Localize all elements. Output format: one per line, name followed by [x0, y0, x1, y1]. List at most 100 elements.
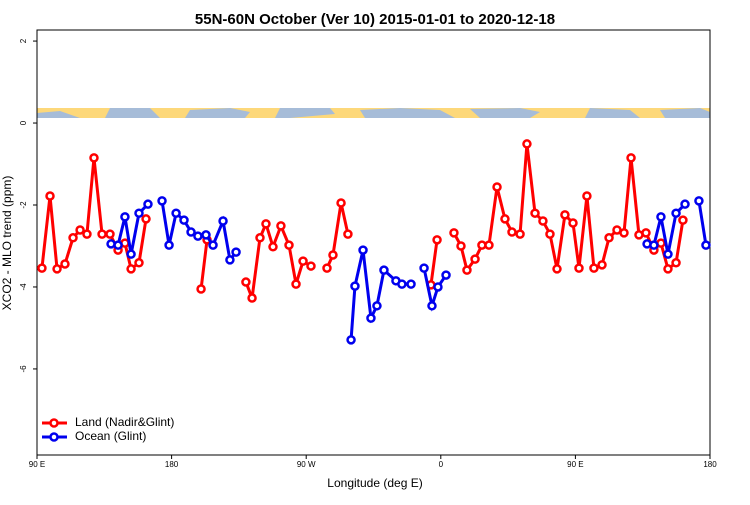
- legend-marker: [49, 432, 59, 442]
- data-point: [433, 282, 443, 292]
- x-tick-label: 90 E: [567, 460, 583, 469]
- data-point: [656, 212, 666, 222]
- data-point: [427, 301, 437, 311]
- data-point: [663, 249, 673, 259]
- data-point: [255, 233, 265, 243]
- data-point: [432, 235, 442, 245]
- data-point: [663, 264, 673, 274]
- data-point: [604, 233, 614, 243]
- data-point: [560, 210, 570, 220]
- data-point: [97, 229, 107, 239]
- data-point: [492, 182, 502, 192]
- data-point: [619, 228, 629, 238]
- x-tick-label: 180: [703, 460, 717, 469]
- data-point: [372, 301, 382, 311]
- data-point: [589, 263, 599, 273]
- data-point: [196, 284, 206, 294]
- x-axis-label: Longitude (deg E): [327, 476, 422, 490]
- data-point: [343, 229, 353, 239]
- data-point: [500, 214, 510, 224]
- data-point: [701, 240, 711, 250]
- plot-frame: [36, 29, 711, 456]
- data-point: [366, 313, 376, 323]
- data-point: [470, 254, 480, 264]
- data-point: [545, 229, 555, 239]
- data-point: [52, 264, 62, 274]
- data-point: [358, 245, 368, 255]
- data-point: [82, 229, 92, 239]
- data-point: [678, 215, 688, 225]
- data-point: [218, 216, 228, 226]
- data-point: [134, 258, 144, 268]
- data-point: [157, 196, 167, 206]
- data-point: [164, 240, 174, 250]
- x-tick-label: 90 E: [29, 460, 45, 469]
- data-point: [649, 240, 659, 250]
- x-tick-label: 0: [439, 460, 444, 469]
- data-point: [552, 264, 562, 274]
- data-point: [456, 241, 466, 251]
- data-point: [568, 218, 578, 228]
- data-point: [336, 198, 346, 208]
- data-point: [574, 263, 584, 273]
- data-point: [143, 199, 153, 209]
- data-point: [225, 255, 235, 265]
- data-point: [671, 258, 681, 268]
- data-point: [113, 240, 123, 250]
- data-point: [179, 215, 189, 225]
- data-point: [276, 221, 286, 231]
- data-point: [530, 208, 540, 218]
- data-point: [261, 219, 271, 229]
- data-point: [120, 212, 130, 222]
- data-point: [350, 281, 360, 291]
- data-point: [231, 247, 241, 257]
- data-point: [141, 214, 151, 224]
- data-point: [75, 225, 85, 235]
- data-point: [268, 242, 278, 252]
- data-point: [419, 263, 429, 273]
- data-point: [247, 293, 257, 303]
- data-point: [379, 265, 389, 275]
- data-point: [241, 277, 251, 287]
- data-point: [626, 153, 636, 163]
- data-point: [37, 263, 47, 273]
- legend-label: Ocean (Glint): [75, 429, 146, 443]
- data-point: [582, 191, 592, 201]
- data-point: [671, 208, 681, 218]
- data-point: [89, 153, 99, 163]
- y-tick-label: 2: [19, 38, 28, 43]
- legend-label: Land (Nadir&Glint): [75, 415, 174, 429]
- data-point: [126, 249, 136, 259]
- y-tick-label: 0: [19, 120, 28, 125]
- data-point: [126, 264, 136, 274]
- data-point: [484, 240, 494, 250]
- data-point: [441, 270, 451, 280]
- y-tick-label: -6: [19, 365, 28, 373]
- data-point: [449, 228, 459, 238]
- data-point: [641, 228, 651, 238]
- data-point: [397, 279, 407, 289]
- legend-marker: [49, 418, 59, 428]
- y-tick-label: -2: [19, 201, 28, 209]
- data-point: [298, 256, 308, 266]
- data-point: [60, 259, 70, 269]
- data-point: [193, 231, 203, 241]
- data-point: [462, 265, 472, 275]
- data-point: [694, 196, 704, 206]
- data-point: [346, 335, 356, 345]
- data-point: [306, 261, 316, 271]
- data-point: [284, 240, 294, 250]
- data-point: [105, 229, 115, 239]
- data-point: [680, 199, 690, 209]
- data-point: [515, 229, 525, 239]
- chart-title: 55N-60N October (Ver 10) 2015-01-01 to 2…: [195, 11, 555, 28]
- data-point: [186, 227, 196, 237]
- data-point: [597, 260, 607, 270]
- data-point: [507, 227, 517, 237]
- data-point: [171, 208, 181, 218]
- y-tick-label: -4: [19, 283, 28, 291]
- data-point: [68, 233, 78, 243]
- data-point: [201, 230, 211, 240]
